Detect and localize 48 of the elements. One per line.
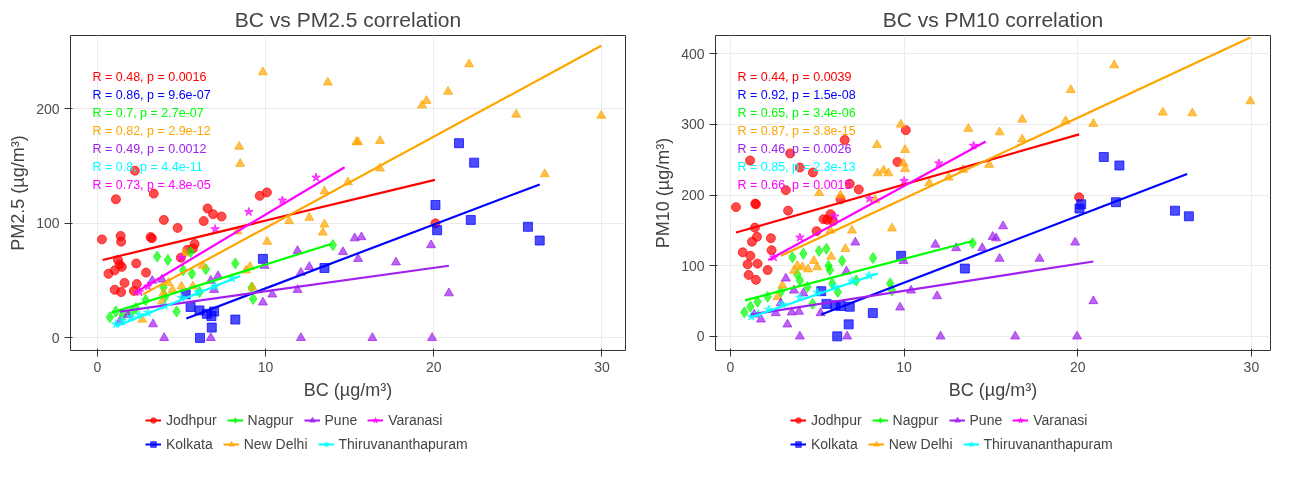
legend-label: Varanasi [1033,412,1088,428]
y-tick-label: 200 [36,100,60,117]
y-tick-label: 100 [36,215,60,232]
y-tick-label: 400 [681,45,705,62]
chart-title: BC vs PM2.5 correlation [234,7,462,31]
legend-label: Pune [969,412,1003,428]
annotation: R = 0.48, p = 0.0016 [92,69,207,84]
legend-label: Thiruvananthapuram [338,436,468,452]
x-tick-label: 0 [726,358,735,375]
annotation: R = 0.65, p = 3.4e-06 [737,105,856,120]
x-tick-label: 0 [93,358,102,375]
annotation: R = 0.82, p = 2.9e-12 [92,123,211,138]
annotation: R = 0.44, p = 0.0039 [737,69,852,84]
legend-label: New Delhi [888,436,953,452]
annotation: R = 0.49, p = 0.0012 [92,141,207,156]
y-tick-label: 100 [681,257,705,274]
legend-label: Kolkata [166,436,213,452]
x-axis-title: BC (µg/m³) [303,379,393,400]
legend-label: Varanasi [388,412,443,428]
annotation: R = 0.7, p = 2.7e-07 [92,105,204,120]
x-tick-label: 30 [1243,358,1260,375]
x-tick-label: 10 [257,358,274,375]
x-tick-label: 30 [594,358,610,375]
legend-label: Jodhpur [166,412,217,428]
y-axis-title: PM10 (µg/m³) [653,137,674,249]
annotation: R = 0.92, p = 1.5e-08 [737,87,856,102]
legend-label: Thiruvananthapuram [983,436,1113,452]
annotation: R = 0.8, p = 4.4e-11 [92,159,203,174]
legend-label: New Delhi [243,436,308,452]
legend-label: Kolkata [811,436,858,452]
y-axis-title: PM2.5 (µg/m³) [8,135,29,251]
legend-label: Jodhpur [811,412,862,428]
x-tick-label: 20 [1069,358,1086,375]
y-tick-label: 200 [681,187,705,204]
chart-title: BC vs PM10 correlation [882,7,1104,31]
y-tick-label: 0 [696,328,705,345]
x-tick-label: 20 [425,358,442,375]
y-tick-label: 300 [681,116,705,133]
y-tick-label: 0 [51,329,60,346]
annotation: R = 0.73, p = 4.8e-05 [92,177,211,192]
legend-label: Pune [324,412,358,428]
legend-label: Nagpur [892,412,939,428]
x-tick-label: 10 [896,358,913,375]
annotation: R = 0.86, p = 9.6e-07 [92,87,211,102]
annotation: R = 0.87, p = 3.8e-15 [737,123,856,138]
annotation: R = 0.46, p = 0.0026 [737,141,852,156]
x-axis-title: BC (µg/m³) [948,379,1038,400]
legend-label: Nagpur [247,412,294,428]
